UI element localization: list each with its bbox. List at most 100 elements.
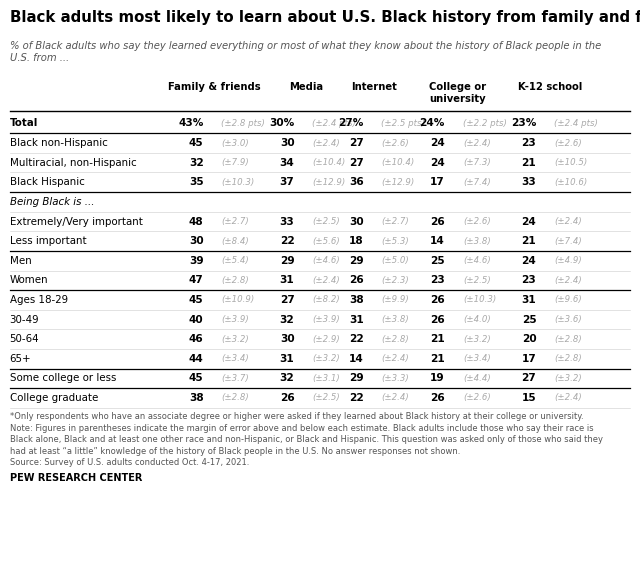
Text: Women: Women xyxy=(10,276,48,285)
Text: (±12.9): (±12.9) xyxy=(312,178,346,187)
Text: 32: 32 xyxy=(189,158,204,168)
Text: Family & friends: Family & friends xyxy=(168,82,260,92)
Text: Internet: Internet xyxy=(351,82,397,92)
Text: 17: 17 xyxy=(430,177,445,187)
Text: Men: Men xyxy=(10,256,31,266)
Text: (±2.8): (±2.8) xyxy=(221,393,249,403)
Text: 14: 14 xyxy=(430,236,445,246)
Text: (±2.4): (±2.4) xyxy=(554,217,582,226)
Text: (±2.5): (±2.5) xyxy=(312,217,340,226)
Text: (±2.8 pts): (±2.8 pts) xyxy=(221,119,266,128)
Text: (±2.2 pts): (±2.2 pts) xyxy=(463,119,508,128)
Text: (±2.5 pts): (±2.5 pts) xyxy=(381,119,426,128)
Text: (±2.8): (±2.8) xyxy=(554,335,582,343)
Text: (±12.9): (±12.9) xyxy=(381,178,415,187)
Text: (±3.8): (±3.8) xyxy=(463,237,491,245)
Text: (±2.8): (±2.8) xyxy=(381,335,409,343)
Text: (±8.4): (±8.4) xyxy=(221,237,249,245)
Text: (±4.9): (±4.9) xyxy=(554,256,582,265)
Text: Less important: Less important xyxy=(10,236,86,246)
Text: (±3.3): (±3.3) xyxy=(381,374,409,383)
Text: (±2.5): (±2.5) xyxy=(312,393,340,403)
Text: 30-49: 30-49 xyxy=(10,314,39,325)
Text: 21: 21 xyxy=(430,334,445,344)
Text: Ages 18-29: Ages 18-29 xyxy=(10,295,68,305)
Text: 45: 45 xyxy=(189,295,204,305)
Text: (±2.4): (±2.4) xyxy=(312,139,340,147)
Text: (±7.9): (±7.9) xyxy=(221,158,249,167)
Text: (±5.6): (±5.6) xyxy=(312,237,340,245)
Text: 50-64: 50-64 xyxy=(10,334,39,344)
Text: 27%: 27% xyxy=(338,118,364,129)
Text: (±2.4): (±2.4) xyxy=(463,139,491,147)
Text: 30: 30 xyxy=(280,334,294,344)
Text: 31: 31 xyxy=(522,295,536,305)
Text: (±3.1): (±3.1) xyxy=(312,374,340,383)
Text: College or
university: College or university xyxy=(429,82,486,104)
Text: Being Black is ...: Being Black is ... xyxy=(10,197,94,207)
Text: 22: 22 xyxy=(349,334,364,344)
Text: 31: 31 xyxy=(280,276,294,285)
Text: 23: 23 xyxy=(522,276,536,285)
Text: 46: 46 xyxy=(189,334,204,344)
Text: (±3.4): (±3.4) xyxy=(221,354,249,363)
Text: 21: 21 xyxy=(522,236,536,246)
Text: (±10.4): (±10.4) xyxy=(312,158,346,167)
Text: 33: 33 xyxy=(280,216,294,227)
Text: 14: 14 xyxy=(349,354,364,364)
Text: (±3.2): (±3.2) xyxy=(221,335,249,343)
Text: 38: 38 xyxy=(349,295,364,305)
Text: (±2.4): (±2.4) xyxy=(312,276,340,285)
Text: (±10.6): (±10.6) xyxy=(554,178,588,187)
Text: (±3.0): (±3.0) xyxy=(221,139,249,147)
Text: 24: 24 xyxy=(522,216,536,227)
Text: (±4.0): (±4.0) xyxy=(463,315,491,324)
Text: 29: 29 xyxy=(349,374,364,383)
Text: (±3.2): (±3.2) xyxy=(312,354,340,363)
Text: (±2.6): (±2.6) xyxy=(554,139,582,147)
Text: 29: 29 xyxy=(349,256,364,266)
Text: (±4.6): (±4.6) xyxy=(463,256,491,265)
Text: (±3.6): (±3.6) xyxy=(554,315,582,324)
Text: (±9.6): (±9.6) xyxy=(554,295,582,305)
Text: (±2.8): (±2.8) xyxy=(554,354,582,363)
Text: (±8.2): (±8.2) xyxy=(312,295,340,305)
Text: 48: 48 xyxy=(189,216,204,227)
Text: 34: 34 xyxy=(280,158,294,168)
Text: (±7.4): (±7.4) xyxy=(554,237,582,245)
Text: (±3.7): (±3.7) xyxy=(221,374,249,383)
Text: 24: 24 xyxy=(430,138,445,148)
Text: 17: 17 xyxy=(522,354,536,364)
Text: (±2.4 pts): (±2.4 pts) xyxy=(312,119,356,128)
Text: Extremely/Very important: Extremely/Very important xyxy=(10,216,143,227)
Text: 27: 27 xyxy=(349,158,364,168)
Text: 21: 21 xyxy=(522,158,536,168)
Text: (±3.9): (±3.9) xyxy=(221,315,249,324)
Text: Some college or less: Some college or less xyxy=(10,374,116,383)
Text: (±7.4): (±7.4) xyxy=(463,178,491,187)
Text: 26: 26 xyxy=(430,216,445,227)
Text: (±2.6): (±2.6) xyxy=(381,139,409,147)
Text: 32: 32 xyxy=(280,374,294,383)
Text: 45: 45 xyxy=(189,138,204,148)
Text: (±5.4): (±5.4) xyxy=(221,256,249,265)
Text: (±9.9): (±9.9) xyxy=(381,295,409,305)
Text: % of Black adults who say they learned everything or most of what they know abou: % of Black adults who say they learned e… xyxy=(10,41,601,63)
Text: (±2.4): (±2.4) xyxy=(554,276,582,285)
Text: 65+: 65+ xyxy=(10,354,31,364)
Text: (±2.4): (±2.4) xyxy=(381,354,409,363)
Text: 21: 21 xyxy=(430,354,445,364)
Text: Media: Media xyxy=(289,82,323,92)
Text: (±2.6): (±2.6) xyxy=(463,217,491,226)
Text: College graduate: College graduate xyxy=(10,393,98,403)
Text: *Only respondents who have an associate degree or higher were asked if they lear: *Only respondents who have an associate … xyxy=(10,412,603,467)
Text: 30%: 30% xyxy=(269,118,294,129)
Text: (±3.2): (±3.2) xyxy=(463,335,491,343)
Text: 32: 32 xyxy=(280,314,294,325)
Text: 27: 27 xyxy=(349,138,364,148)
Text: 24%: 24% xyxy=(419,118,445,129)
Text: 44: 44 xyxy=(189,354,204,364)
Text: (±3.4): (±3.4) xyxy=(463,354,491,363)
Text: (±10.9): (±10.9) xyxy=(221,295,255,305)
Text: 22: 22 xyxy=(280,236,294,246)
